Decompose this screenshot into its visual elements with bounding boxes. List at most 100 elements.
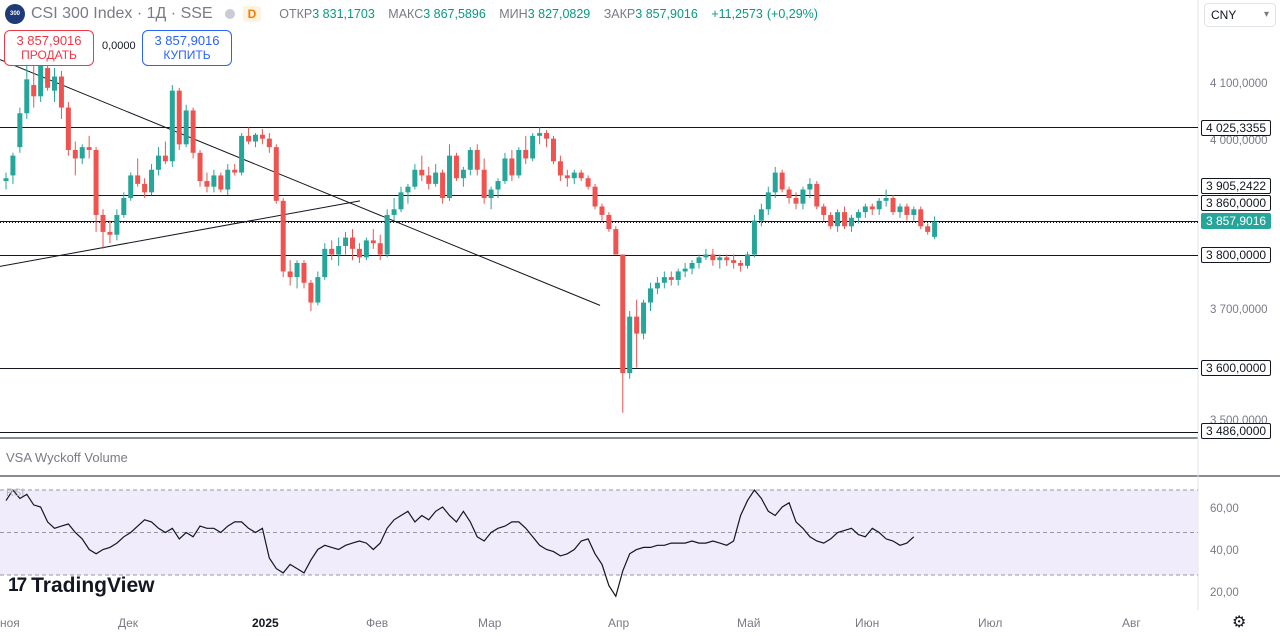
- candle-down: [280, 200, 286, 272]
- candle-up: [322, 248, 328, 278]
- close-label: ЗАКР: [603, 7, 636, 21]
- hline-price-label[interactable]: 3 600,0000: [1201, 360, 1272, 376]
- settings-gear-icon[interactable]: ⚙: [1232, 614, 1247, 631]
- candle-up: [502, 158, 508, 182]
- rsi-axis-label: 20,00: [1210, 587, 1239, 599]
- candle-up: [530, 135, 536, 159]
- rsi-line: [5, 488, 915, 598]
- candle-up: [363, 240, 369, 258]
- symbol-title[interactable]: CSI 300 Index · 1Д · SSE: [31, 5, 213, 22]
- currency-select[interactable]: CNY ▾: [1204, 3, 1276, 27]
- candle-up: [343, 237, 349, 247]
- candle-up: [225, 169, 231, 190]
- candle-down: [204, 181, 210, 187]
- candle-up: [516, 149, 522, 176]
- candle-up: [689, 262, 695, 269]
- candle-up: [398, 192, 404, 210]
- time-axis-label: Апр: [608, 616, 630, 630]
- candle-down: [100, 214, 106, 232]
- candle-down: [724, 257, 730, 261]
- candle-down: [564, 175, 570, 179]
- candle-up: [758, 209, 764, 221]
- market-status-icon: [224, 9, 235, 19]
- buy-price: 3 857,9016: [154, 33, 220, 48]
- candle-up: [641, 302, 647, 334]
- candle-up: [79, 147, 85, 159]
- candle-down: [474, 149, 480, 170]
- candle-up: [315, 277, 321, 303]
- candle-down: [86, 147, 92, 150]
- candle-up: [703, 254, 709, 258]
- time-axis-label: Дек: [118, 616, 139, 630]
- candle-up: [38, 65, 44, 97]
- candle-down: [301, 262, 307, 283]
- price-axis-label: 4 000,0000: [1210, 135, 1268, 147]
- candle-up: [460, 169, 466, 179]
- hline-price-label[interactable]: 4 025,3355: [1201, 120, 1272, 136]
- candle-up: [807, 183, 813, 190]
- data-badge: D: [242, 6, 262, 22]
- candle-down: [65, 107, 71, 150]
- candle-down: [218, 175, 224, 190]
- candle-up: [745, 254, 751, 266]
- spread-value: 0,0000: [102, 40, 136, 52]
- symbol-logo-icon: 300: [5, 4, 25, 24]
- vsa-indicator-title[interactable]: VSA Wyckoff Volume: [6, 450, 128, 465]
- low-label: МИН: [499, 7, 528, 21]
- candle-up: [433, 172, 439, 184]
- candle-down: [842, 212, 848, 227]
- sell-price: 3 857,9016: [16, 33, 82, 48]
- candle-up: [765, 192, 771, 210]
- candle-down: [925, 226, 931, 232]
- candle-up: [239, 135, 245, 173]
- rsi-axis-label: 40,00: [1210, 545, 1239, 557]
- candle-up: [252, 134, 258, 142]
- candle-down: [329, 248, 335, 255]
- candle-down: [738, 262, 744, 266]
- candle-down: [481, 169, 487, 198]
- low-value: 3 827,0829: [527, 7, 591, 21]
- candle-down: [142, 183, 148, 193]
- candle-down: [779, 172, 785, 190]
- candle-down: [869, 206, 875, 210]
- rsi-indicator-title[interactable]: RSI: [6, 487, 25, 499]
- candle-up: [52, 76, 58, 91]
- hline-price-label[interactable]: 3 860,0000: [1201, 195, 1272, 211]
- candle-up: [883, 198, 889, 201]
- current-price-label: 3 857,9016: [1201, 213, 1272, 229]
- candle-down: [523, 149, 529, 159]
- buy-button[interactable]: 3 857,9016 КУПИТЬ: [142, 30, 232, 66]
- candle-down: [197, 152, 203, 182]
- candle-down: [786, 189, 792, 198]
- candle-up: [114, 214, 120, 235]
- hline-price-label[interactable]: 3 800,0000: [1201, 247, 1272, 263]
- symbol-header: 300 CSI 300 Index · 1Д · SSE D ОТКР3 831…: [0, 0, 828, 28]
- candle-down: [58, 76, 64, 108]
- hline-price-label[interactable]: 3 486,0000: [1201, 423, 1272, 439]
- candle-down: [135, 175, 141, 184]
- change-value: +11,2573: [711, 7, 763, 21]
- time-axis-label: ноя: [0, 616, 20, 630]
- candle-down: [828, 214, 834, 227]
- candle-down: [904, 206, 910, 215]
- candle-down: [356, 248, 362, 258]
- candle-down: [544, 133, 550, 139]
- candle-down: [634, 316, 640, 334]
- candle-down: [814, 183, 820, 207]
- close-value: 3 857,9016: [635, 7, 698, 21]
- candle-up: [488, 189, 494, 198]
- candle-up: [495, 181, 501, 190]
- candle-down: [668, 277, 674, 280]
- time-axis-label: Июн: [855, 616, 880, 630]
- high-label: МАКС: [388, 7, 424, 21]
- candle-down: [557, 161, 563, 176]
- candle-down: [578, 172, 584, 179]
- candle-up: [682, 268, 688, 272]
- hline-price-label[interactable]: 3 905,2422: [1201, 178, 1272, 194]
- time-axis-label: Фев: [366, 616, 389, 630]
- time-axis-label: Май: [737, 616, 761, 630]
- sell-label: ПРОДАТЬ: [21, 48, 77, 62]
- sell-button[interactable]: 3 857,9016 ПРОДАТЬ: [4, 30, 94, 66]
- candle-down: [93, 149, 99, 215]
